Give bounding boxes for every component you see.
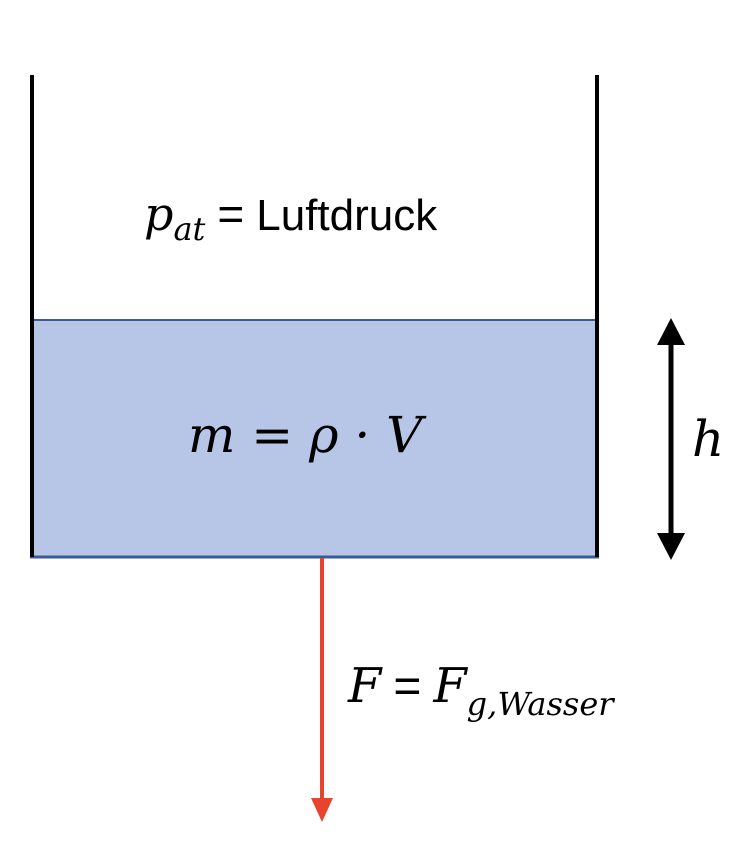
height-arrow [657, 318, 685, 560]
force-label: F = Fg,Wasser [347, 658, 615, 723]
force-arrow-head [311, 798, 333, 822]
pressure-label: pat = Luftdruck [144, 187, 438, 248]
height-label: h [692, 410, 724, 468]
mass-formula: m = ρ · V [188, 406, 427, 464]
water-body [32, 320, 597, 557]
